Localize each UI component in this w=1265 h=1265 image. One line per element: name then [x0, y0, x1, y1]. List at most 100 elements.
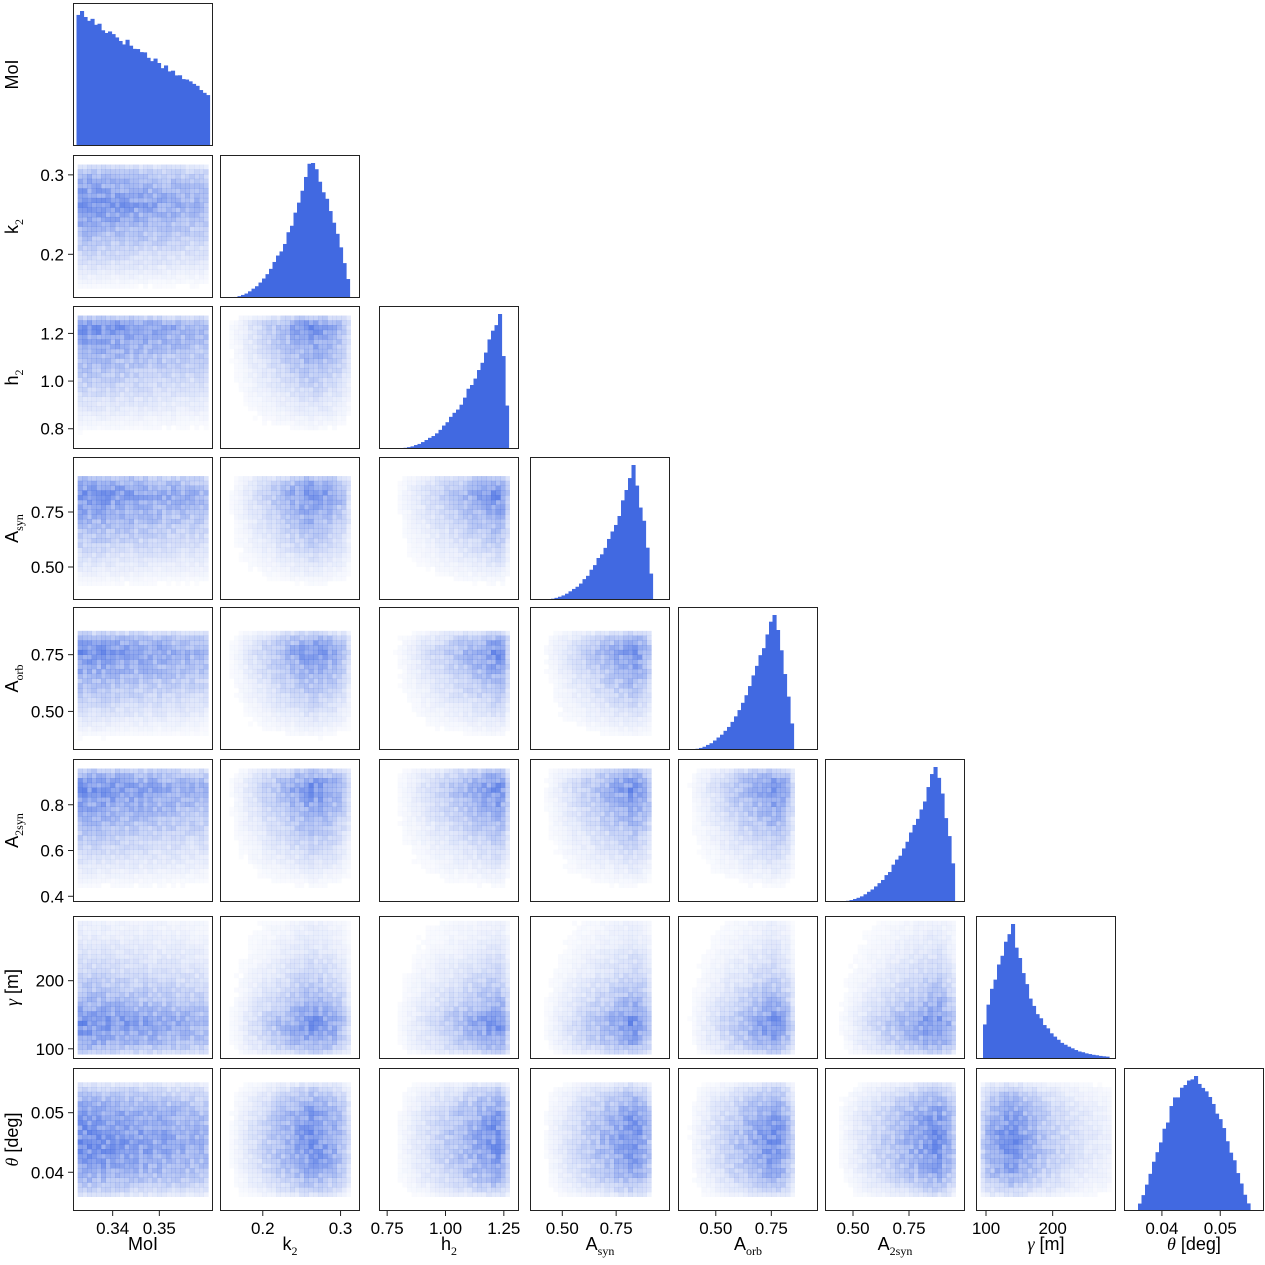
hist-bar — [933, 767, 938, 902]
density-moi-vs-gamma: 100 200 — [36, 916, 213, 1059]
hist-bar — [157, 63, 162, 146]
hist-bar — [491, 330, 496, 449]
axis-label-asyn: Asyn — [2, 514, 26, 543]
hist-bar — [596, 557, 601, 600]
density-moi-vs-aorb: 0.50 0.75 — [31, 607, 213, 750]
y-tick-label: 0.75 — [31, 503, 64, 522]
hist-bar — [600, 554, 605, 600]
hist-bar — [1187, 1080, 1192, 1211]
density-k2-vs-asyn — [220, 457, 360, 600]
hist-bar — [863, 894, 868, 902]
hist-bar — [122, 44, 127, 146]
hist-bar — [307, 163, 312, 298]
hist-bar — [449, 416, 454, 449]
hist-bar — [923, 801, 928, 902]
hist-bar — [1021, 973, 1026, 1059]
hist-bar — [279, 251, 284, 298]
hist-bar — [414, 445, 419, 449]
hist-bar — [856, 897, 861, 902]
x-tick-label: 0.04 — [1145, 1219, 1178, 1238]
hist-bar — [888, 872, 893, 902]
y-tick-label: 1.2 — [40, 324, 64, 343]
hist-bar — [610, 531, 615, 600]
panel-frame — [1124, 1068, 1264, 1211]
hist-bar — [262, 278, 267, 298]
panel-frame — [825, 759, 965, 902]
x-tick-label: 200 — [1038, 1219, 1066, 1238]
hist-bar — [129, 45, 134, 146]
panel-frame — [220, 1068, 360, 1211]
hist-bar — [993, 979, 998, 1059]
hist-bar — [755, 665, 760, 750]
hist-bar — [741, 702, 746, 750]
hist-bar — [937, 777, 942, 902]
panel-frame — [73, 3, 213, 146]
hist-bar — [930, 774, 935, 902]
hist-bar — [1039, 1018, 1044, 1059]
hist-bar — [713, 740, 718, 750]
hist-bar — [339, 247, 344, 298]
hist-bar — [1148, 1173, 1153, 1211]
x-tick-label: 0.50 — [699, 1219, 732, 1238]
panel-frame — [73, 306, 213, 449]
y-tick-label: 1.0 — [40, 372, 64, 391]
hist-bar — [494, 325, 499, 449]
density-h2-vs-aorb — [379, 607, 519, 750]
x-tick-label: 0.75 — [600, 1219, 633, 1238]
hist-bar — [178, 75, 183, 146]
hist-bar — [272, 261, 277, 298]
hist-bar — [1102, 1056, 1107, 1059]
hist-bar — [1211, 1103, 1216, 1211]
hist-bar — [118, 40, 123, 146]
hist-bar — [255, 286, 260, 298]
axis-label-h2: h2 — [2, 369, 26, 385]
histogram-a2syn — [825, 759, 965, 902]
panel-frame — [530, 607, 670, 750]
panel-frame — [73, 759, 213, 902]
hist-bar — [97, 23, 102, 146]
x-tick-label: 0.2 — [251, 1219, 275, 1238]
hist-bar — [1162, 1128, 1167, 1211]
y-tick-label: 100 — [36, 1040, 64, 1059]
hist-bar — [431, 436, 436, 449]
panel-frame — [678, 1068, 818, 1211]
hist-bar — [853, 898, 858, 902]
hist-bar — [111, 34, 116, 146]
hist-bar — [951, 863, 956, 902]
hist-bar — [328, 211, 333, 298]
hist-bar — [1208, 1096, 1213, 1211]
hist-bar — [642, 520, 647, 600]
hist-bar — [293, 212, 298, 298]
axis-label-aorb: Aorb — [734, 1234, 762, 1258]
hist-bar — [1222, 1128, 1227, 1211]
y-tick-label: 0.75 — [31, 646, 64, 665]
hist-bar — [1229, 1152, 1234, 1211]
x-tick-label: 0.50 — [836, 1219, 869, 1238]
axis-label-gamma: γ [m] — [1027, 1234, 1064, 1254]
hist-bar — [572, 588, 577, 600]
hist-bar — [265, 274, 270, 298]
hist-bar — [1239, 1183, 1244, 1211]
x-axis-labels: MoI k2 h2 Asyn Aorb A2syn γ [m] θ [deg] — [128, 1234, 1221, 1258]
hist-bar — [870, 889, 875, 902]
hist-bar — [926, 787, 931, 902]
hist-bar — [751, 675, 756, 750]
density-k2-vs-a2syn — [220, 759, 360, 902]
panel-frame — [73, 1068, 213, 1211]
panel-grid: 0.2 0.3 0.8 1.0 1.2 0.50 0.75 0.50 0.75 0.4 0.6 0.8… — [31, 3, 1264, 1238]
axis-label-h2: h2 — [441, 1234, 457, 1258]
y-tick-label: 0.05 — [31, 1104, 64, 1123]
hist-bar — [248, 291, 253, 298]
hist-bar — [1225, 1141, 1230, 1211]
hist-bar — [783, 674, 788, 750]
y-axis-labels: MoI k2 h2 Asyn Aorb A2syn γ [m] θ [deg] — [2, 59, 26, 1166]
hist-bar — [1236, 1173, 1241, 1211]
x-tick-label: 0.05 — [1204, 1219, 1237, 1238]
hist-bar — [1046, 1028, 1051, 1059]
density-aorb-vs-gamma — [678, 916, 818, 1059]
hist-bar — [318, 181, 323, 298]
y-tick-label: 0.6 — [40, 842, 64, 861]
hist-bar — [748, 686, 753, 750]
histogram-h2 — [379, 306, 519, 449]
hist-bar — [192, 83, 197, 146]
